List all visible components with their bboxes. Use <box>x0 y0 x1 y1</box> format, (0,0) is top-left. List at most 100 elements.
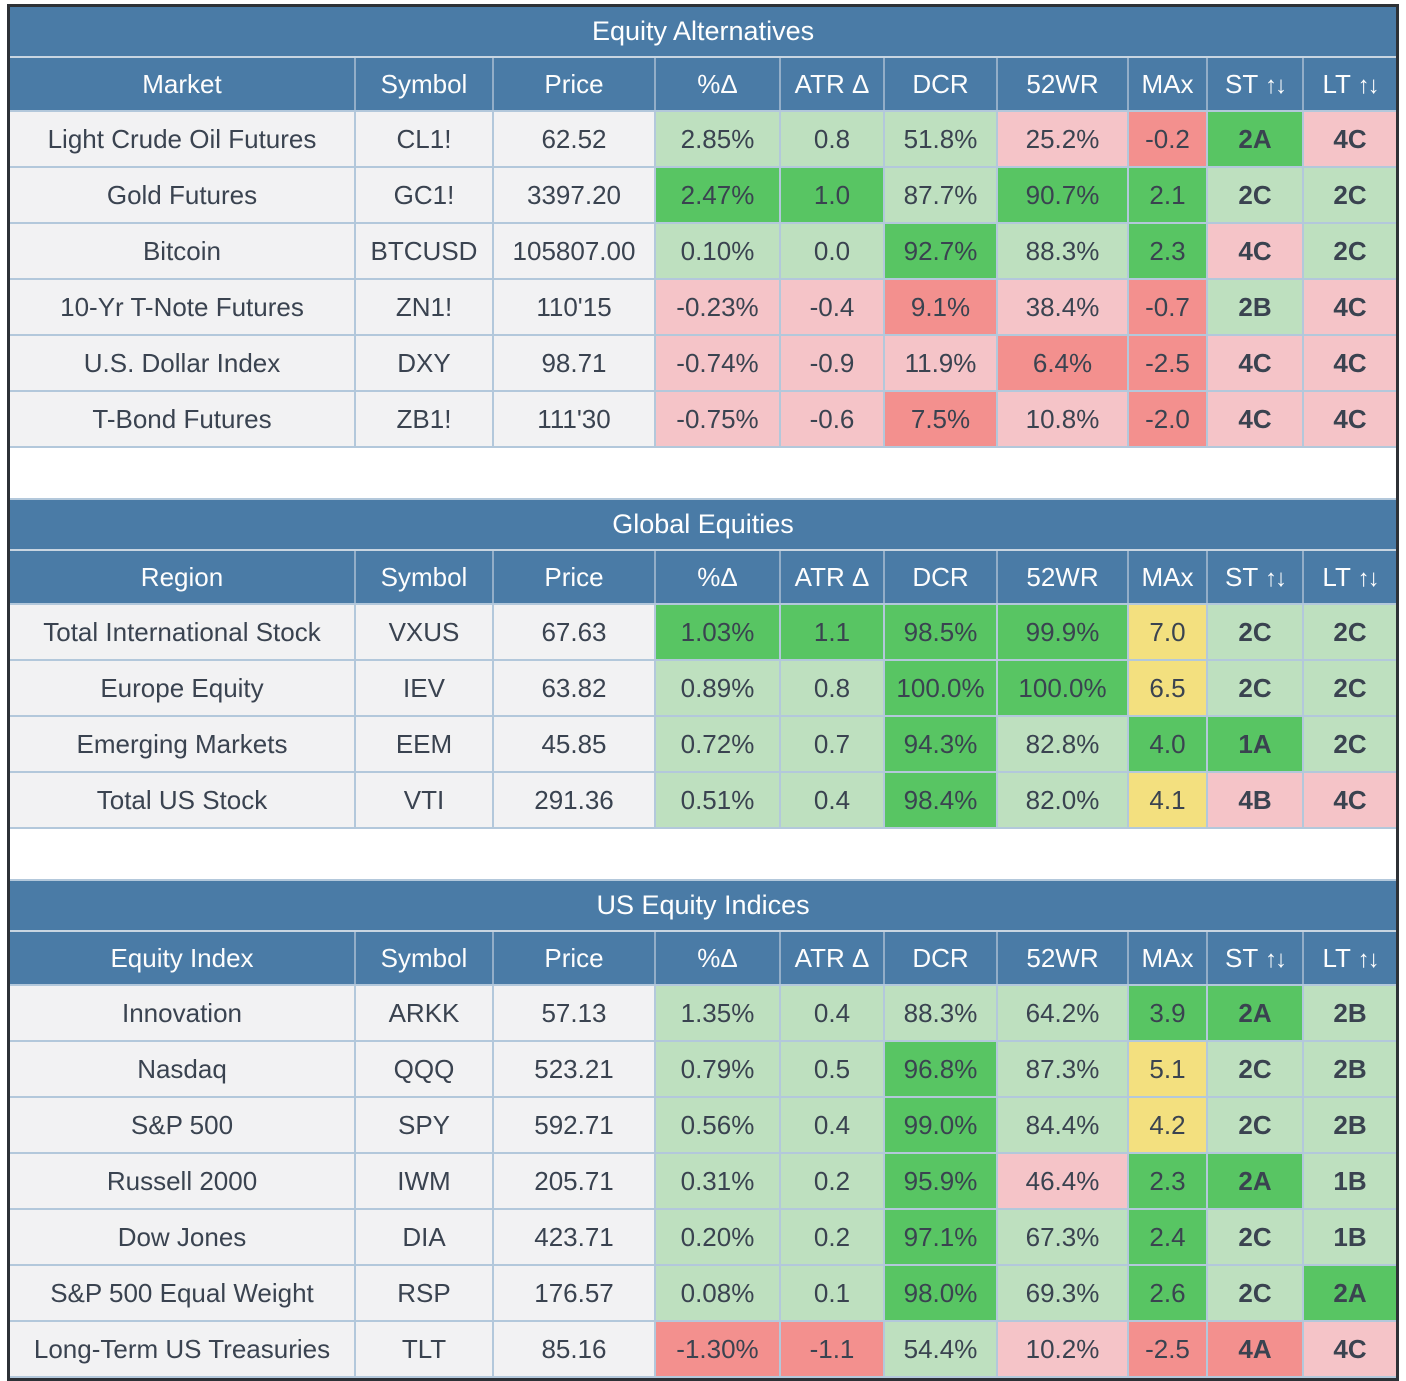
panel-title-global-equities: Global Equities <box>10 498 1397 551</box>
table-row-dia: Dow Jones DIA 423.71 0.20% 0.2 97.1% 67.3% 2.4 2… <box>10 1208 1397 1266</box>
market-name: Dow Jones <box>10 1208 356 1266</box>
cell-52wr: 88.3% <box>996 222 1129 280</box>
cell-dcr: 98.4% <box>883 771 998 829</box>
table-row-iev: Europe Equity IEV 63.82 0.89% 0.8 100.0% 100.0… <box>10 659 1397 717</box>
table-row-vti: Total US Stock VTI 291.36 0.51% 0.4 98.4% 82.0… <box>10 771 1397 829</box>
cell-st: 2C <box>1206 603 1304 661</box>
cell-st: 2B <box>1206 278 1304 336</box>
cell-lt: 2C <box>1301 166 1397 224</box>
cell-pct-change: 0.31% <box>654 1152 781 1210</box>
cell-max: -2.5 <box>1127 334 1208 392</box>
symbol: CL1! <box>354 110 494 168</box>
table-row-rsp: S&P 500 Equal Weight RSP 176.57 0.08% 0.1 98.… <box>10 1264 1397 1322</box>
cell-lt: 2B <box>1301 1040 1397 1098</box>
market-name: Total International Stock <box>10 603 356 661</box>
cell-atr-change: 0.5 <box>779 1040 885 1098</box>
cell-atr-change: 1.0 <box>779 166 885 224</box>
cell-lt: 2B <box>1301 984 1397 1042</box>
column-header-: %Δ <box>654 550 780 605</box>
cell-52wr: 10.8% <box>996 390 1129 448</box>
cell-atr-change: -0.6 <box>779 390 885 448</box>
cell-st: 2C <box>1206 1096 1304 1154</box>
cell-dcr: 11.9% <box>883 334 998 392</box>
cell-max: 2.1 <box>1127 166 1208 224</box>
cell-max: 7.0 <box>1127 603 1208 661</box>
price: 176.57 <box>492 1264 656 1322</box>
cell-st: 2A <box>1206 110 1304 168</box>
cell-max: -0.7 <box>1127 278 1208 336</box>
panel-title-row: US Equity Indices <box>10 879 1397 932</box>
column-header-st[interactable]: ST ↑↓ <box>1206 550 1303 605</box>
column-header-st[interactable]: ST ↑↓ <box>1206 931 1303 986</box>
cell-pct-change: 0.79% <box>654 1040 781 1098</box>
cell-pct-change: 1.35% <box>654 984 781 1042</box>
table-row-arkk: Innovation ARKK 57.13 1.35% 0.4 88.3% 64.2% 3.9… <box>10 984 1397 1042</box>
symbol: RSP <box>354 1264 494 1322</box>
symbol: TLT <box>354 1320 494 1378</box>
symbol: VTI <box>354 771 494 829</box>
column-header-symbol: Symbol <box>354 931 493 986</box>
table-row-zb1: T-Bond Futures ZB1! 111'30 -0.75% -0.6 7.5% 10… <box>10 390 1397 448</box>
market-name: Light Crude Oil Futures <box>10 110 356 168</box>
column-header-st[interactable]: ST ↑↓ <box>1206 57 1303 112</box>
sort-arrows-icon: ↑↓ <box>1264 71 1287 99</box>
column-header-52wr: 52WR <box>996 57 1128 112</box>
cell-dcr: 92.7% <box>883 222 998 280</box>
cell-atr-change: 0.1 <box>779 1264 885 1322</box>
price: 98.71 <box>492 334 656 392</box>
cell-atr-change: 0.4 <box>779 1096 885 1154</box>
cell-atr-change: -0.4 <box>779 278 885 336</box>
table-equity-alternatives: Equity Alternatives Market Symbol Price %Δ AT… <box>10 7 1397 448</box>
cell-52wr: 100.0% <box>996 659 1129 717</box>
cell-52wr: 38.4% <box>996 278 1129 336</box>
symbol: DXY <box>354 334 494 392</box>
cell-pct-change: 0.72% <box>654 715 781 773</box>
price: 105807.00 <box>492 222 656 280</box>
panel-title-row: Global Equities <box>10 498 1397 551</box>
cell-dcr: 99.0% <box>883 1096 998 1154</box>
cell-dcr: 54.4% <box>883 1320 998 1378</box>
sort-arrows-icon: ↑↓ <box>1264 564 1287 592</box>
cell-lt: 2A <box>1301 1264 1397 1322</box>
cell-max: -2.5 <box>1127 1320 1208 1378</box>
column-header-lt[interactable]: LT ↑↓ <box>1301 57 1397 112</box>
cell-dcr: 96.8% <box>883 1040 998 1098</box>
table-row-spy: S&P 500 SPY 592.71 0.56% 0.4 99.0% 84.4% 4.2 2C 2… <box>10 1096 1397 1154</box>
column-header-price: Price <box>492 57 655 112</box>
cell-max: 3.9 <box>1127 984 1208 1042</box>
column-header-dcr: DCR <box>883 550 997 605</box>
symbol: VXUS <box>354 603 494 661</box>
market-name: Bitcoin <box>10 222 356 280</box>
symbol: GC1! <box>354 166 494 224</box>
market-name: Nasdaq <box>10 1040 356 1098</box>
cell-st: 2C <box>1206 1208 1304 1266</box>
table-us-equity-indices: US Equity Indices Equity Index Symbol Price… <box>10 879 1397 1378</box>
price: 523.21 <box>492 1040 656 1098</box>
symbol: IWM <box>354 1152 494 1210</box>
table-row-vxus: Total International Stock VXUS 67.63 1.03% 1… <box>10 603 1397 661</box>
cell-atr-change: -0.9 <box>779 334 885 392</box>
price: 67.63 <box>492 603 656 661</box>
cell-52wr: 84.4% <box>996 1096 1129 1154</box>
market-name: Gold Futures <box>10 166 356 224</box>
table-row-dxy: U.S. Dollar Index DXY 98.71 -0.74% -0.9 11.9%… <box>10 334 1397 392</box>
cell-lt: 4C <box>1301 110 1397 168</box>
cell-lt: 1B <box>1301 1152 1397 1210</box>
cell-lt: 4C <box>1301 390 1397 448</box>
symbol: DIA <box>354 1208 494 1266</box>
cell-atr-change: 1.1 <box>779 603 885 661</box>
symbol: ZB1! <box>354 390 494 448</box>
cell-atr-change: 0.2 <box>779 1208 885 1266</box>
cell-st: 4C <box>1206 390 1304 448</box>
column-header-atr: ATR Δ <box>779 57 884 112</box>
cell-52wr: 90.7% <box>996 166 1129 224</box>
column-header-lt[interactable]: LT ↑↓ <box>1301 931 1397 986</box>
cell-st: 4A <box>1206 1320 1304 1378</box>
price: 111'30 <box>492 390 656 448</box>
market-name: Europe Equity <box>10 659 356 717</box>
cell-st: 2C <box>1206 659 1304 717</box>
cell-52wr: 64.2% <box>996 984 1129 1042</box>
sort-arrows-icon: ↑↓ <box>1357 71 1380 99</box>
column-header-lt[interactable]: LT ↑↓ <box>1301 550 1397 605</box>
price: 205.71 <box>492 1152 656 1210</box>
